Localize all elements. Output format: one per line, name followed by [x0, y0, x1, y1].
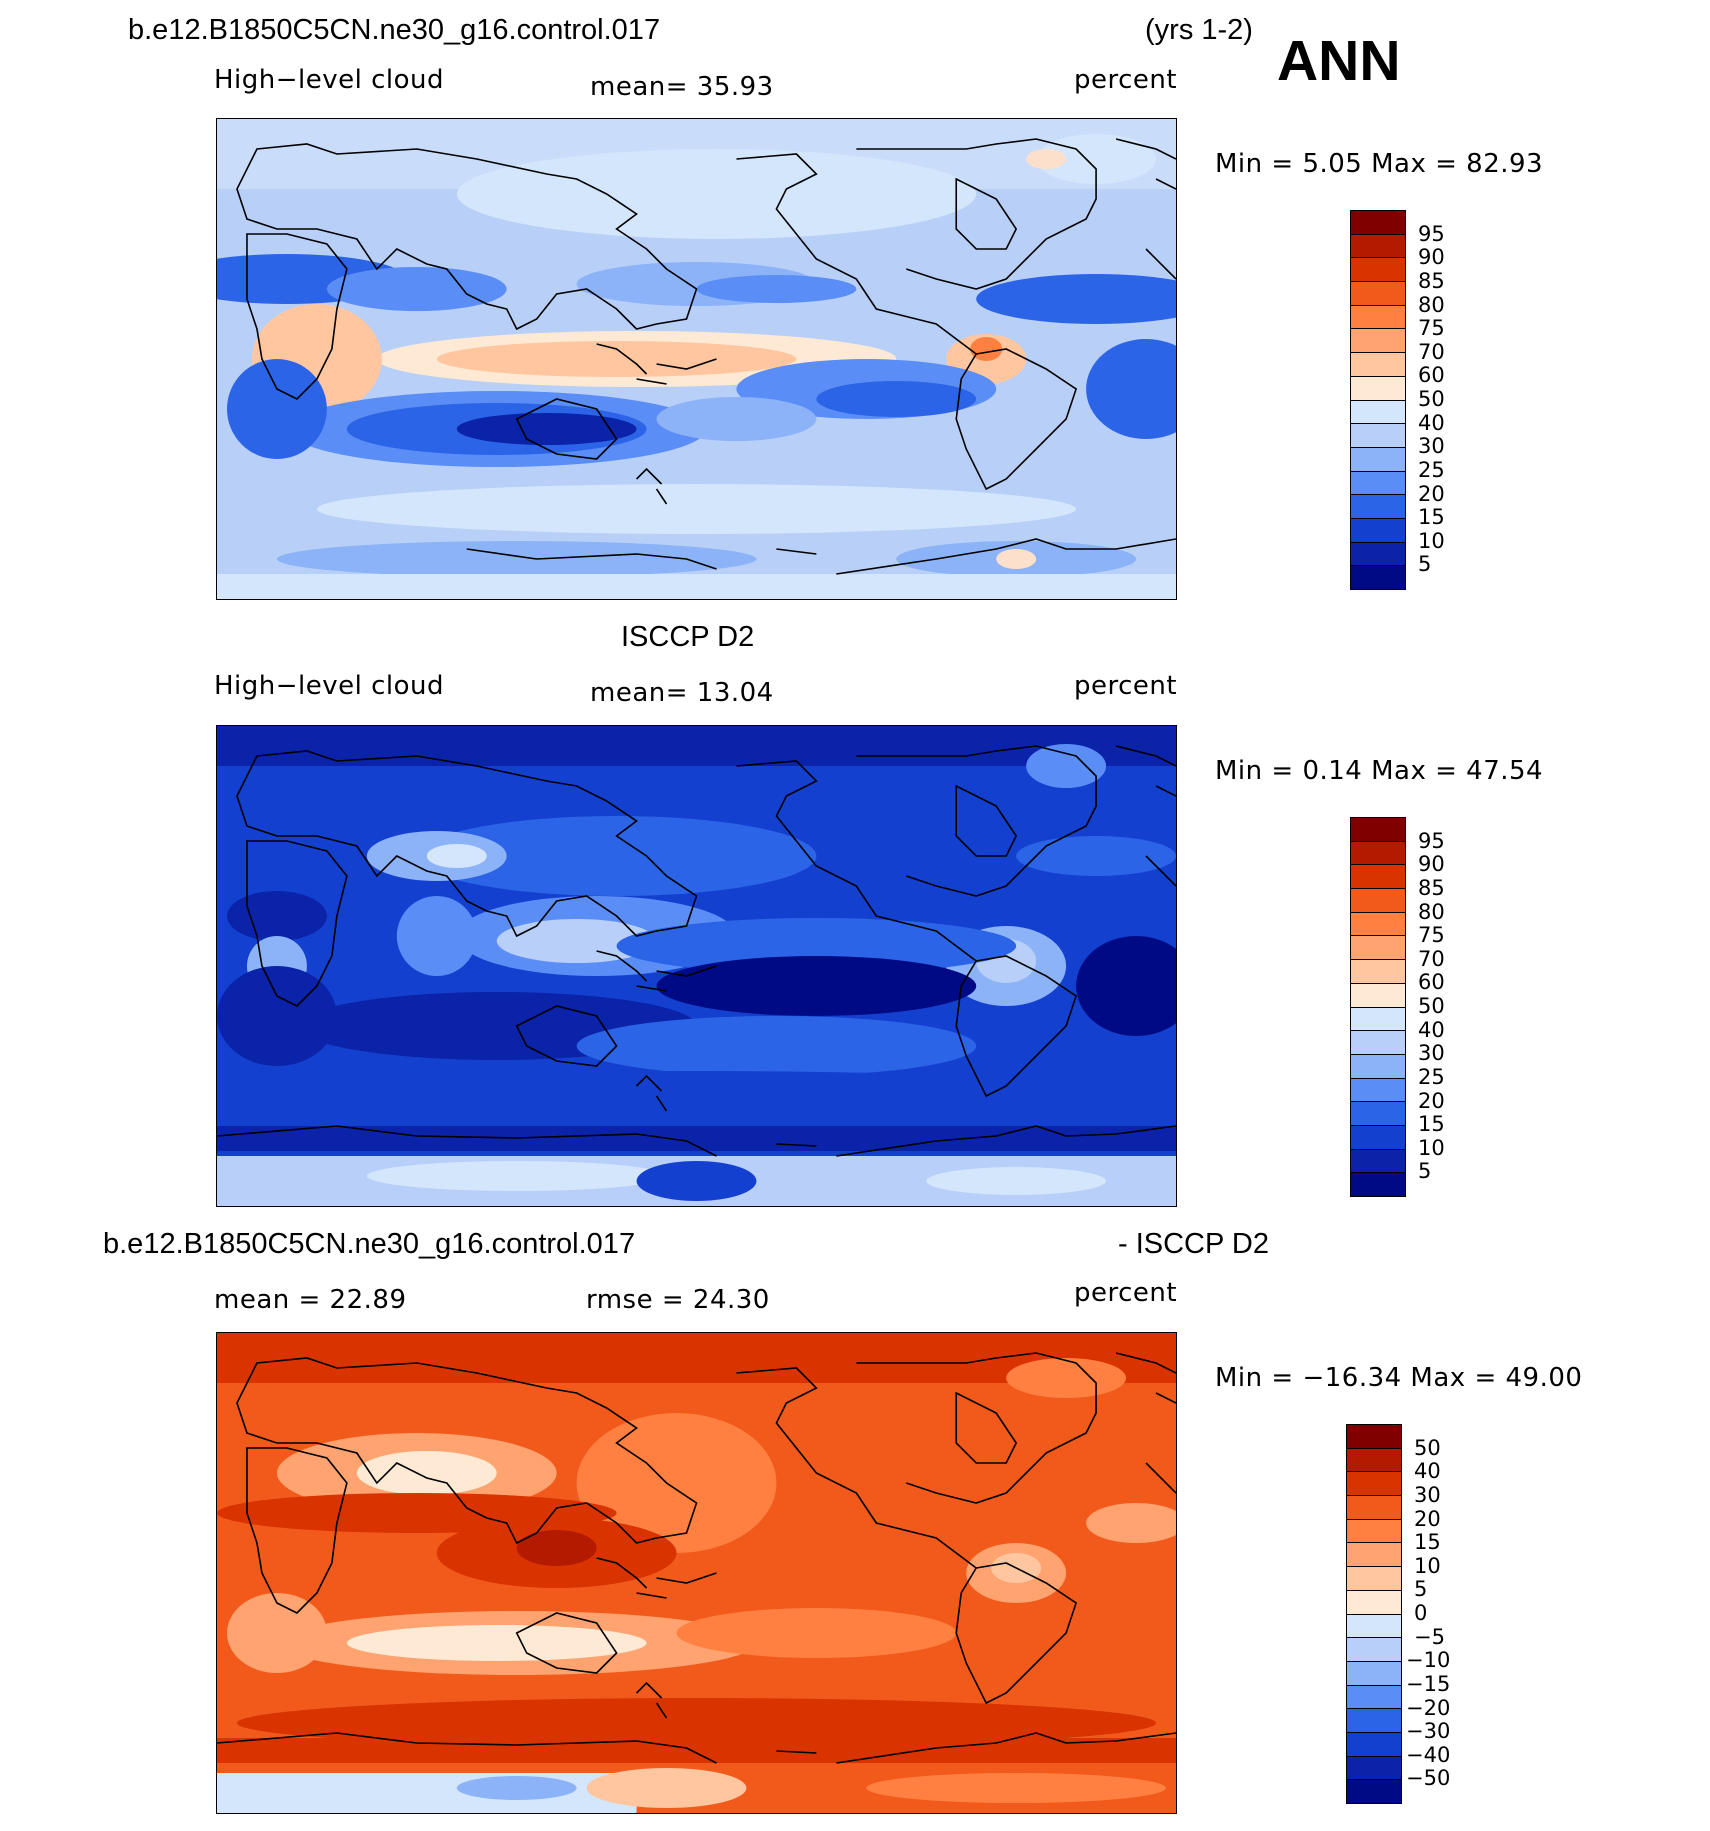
colorbar-tick-label: 0: [1414, 1601, 1428, 1625]
season-label: ANN: [1277, 29, 1401, 93]
panel1-colorbar: [1350, 210, 1406, 590]
colorbar-tick-label: −20: [1406, 1695, 1451, 1720]
panel1-case-title: b.e12.B1850C5CN.ne30_g16.control.017: [128, 14, 661, 46]
panel2-minmax-label: Min = 0.14 Max = 47.54: [1215, 756, 1544, 786]
colorbar-tick-label: 60: [1418, 970, 1445, 995]
colorbar-tick-label: 80: [1418, 292, 1445, 317]
colorbar-tick-label: 15: [1418, 505, 1445, 530]
colorbar-tick-label: 75: [1418, 316, 1445, 341]
colorbar-tick-label: 95: [1418, 221, 1445, 246]
colorbar-tick-label: 30: [1418, 1041, 1445, 1066]
panel3-field: [217, 1333, 1176, 1813]
colorbar-tick-label: −30: [1406, 1719, 1451, 1744]
colorbar-tick-label: −40: [1406, 1742, 1451, 1767]
panel1-mean-label: mean= 35.93: [590, 72, 774, 102]
panel1-units-label: percent: [1074, 65, 1178, 95]
panel2-variable-label: High−level cloud: [214, 671, 445, 701]
colorbar-tick-label: 50: [1414, 1435, 1441, 1460]
colorbar-tick-label: −15: [1406, 1671, 1451, 1696]
colorbar-tick-label: 15: [1414, 1530, 1441, 1555]
colorbar-tick-label: 25: [1418, 1064, 1445, 1089]
colorbar-tick-label: 90: [1418, 245, 1445, 270]
colorbar-tick-label: 85: [1418, 875, 1445, 900]
panel1-variable-label: High−level cloud: [214, 65, 445, 95]
panel3-minmax-label: Min = −16.34 Max = 49.00: [1215, 1363, 1583, 1393]
panel2-case-title: ISCCP D2: [621, 621, 755, 653]
panel2-map: [216, 725, 1177, 1207]
colorbar-tick-label: 20: [1414, 1506, 1441, 1531]
colorbar-tick-label: −5: [1414, 1624, 1445, 1649]
colorbar-tick-label: 5: [1414, 1577, 1428, 1602]
colorbar-tick-label: 95: [1418, 828, 1445, 853]
colorbar-tick-label: 50: [1418, 994, 1445, 1018]
panel3-case-title: b.e12.B1850C5CN.ne30_g16.control.017: [103, 1228, 636, 1260]
panel2-colorbar: [1350, 817, 1406, 1197]
colorbar-tick-label: −10: [1406, 1648, 1451, 1673]
colorbar-tick-label: 30: [1418, 434, 1445, 459]
panel2-units-label: percent: [1074, 671, 1178, 701]
colorbar-tick-label: 10: [1414, 1553, 1441, 1578]
panel1-field: [217, 119, 1176, 599]
panel1-years-label: (yrs 1-2): [1145, 14, 1253, 46]
panel1-map: [216, 118, 1177, 600]
colorbar-tick-label: 10: [1418, 1135, 1445, 1160]
panel3-units-label: percent: [1074, 1278, 1178, 1308]
panel2-mean-label: mean= 13.04: [590, 678, 774, 708]
colorbar-tick-label: 80: [1418, 899, 1445, 924]
panel3-case-title-right: - ISCCP D2: [1118, 1228, 1269, 1260]
colorbar-tick-label: 70: [1418, 946, 1445, 971]
colorbar-tick-label: 25: [1418, 457, 1445, 482]
colorbar-tick-label: 30: [1414, 1482, 1441, 1507]
colorbar-tick-label: 40: [1418, 410, 1445, 435]
colorbar-tick-label: 20: [1418, 481, 1445, 506]
colorbar-tick-label: 40: [1418, 1017, 1445, 1042]
colorbar-tick-label: 50: [1418, 387, 1445, 411]
colorbar-tick-label: 90: [1418, 852, 1445, 877]
panel3-map: [216, 1332, 1177, 1814]
colorbar-tick-label: 15: [1418, 1112, 1445, 1137]
panel1-minmax-label: Min = 5.05 Max = 82.93: [1215, 149, 1544, 179]
colorbar-tick-label: 75: [1418, 923, 1445, 948]
colorbar-tick-label: 20: [1418, 1088, 1445, 1113]
colorbar-tick-label: 70: [1418, 339, 1445, 364]
panel3-mean-label: mean = 22.89: [214, 1285, 407, 1315]
colorbar-tick-label: 10: [1418, 528, 1445, 553]
colorbar-tick-label: 5: [1418, 1159, 1432, 1184]
panel2-field: [217, 726, 1176, 1206]
panel3-colorbar: [1346, 1424, 1402, 1804]
colorbar-tick-label: 85: [1418, 268, 1445, 293]
panel3-rmse-label: rmse = 24.30: [586, 1285, 770, 1315]
colorbar-tick-label: 5: [1418, 552, 1432, 577]
colorbar-tick-label: 60: [1418, 363, 1445, 388]
colorbar-tick-label: −50: [1406, 1766, 1451, 1791]
colorbar-tick-label: 40: [1414, 1459, 1441, 1484]
